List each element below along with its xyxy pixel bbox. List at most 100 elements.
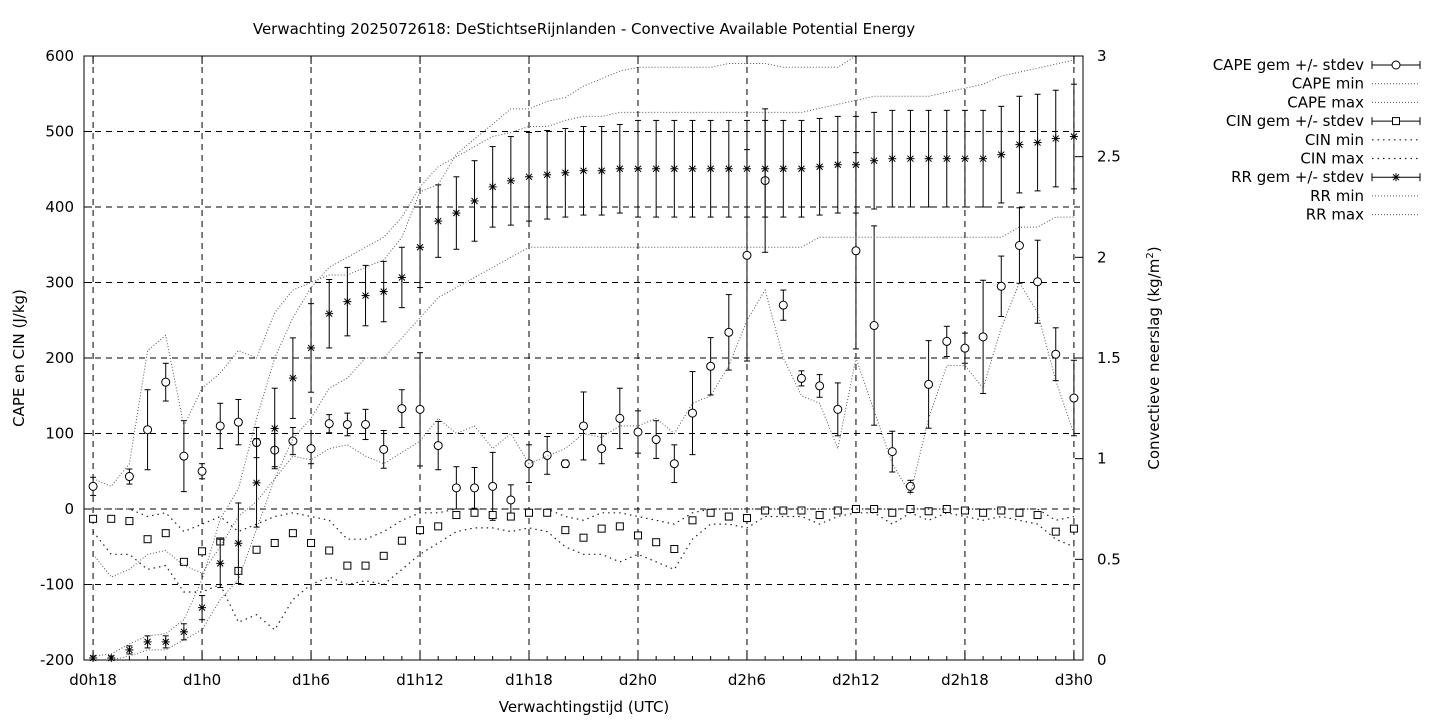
data-point-stroke (198, 604, 206, 612)
data-point (761, 164, 770, 173)
x-tick-label: d1h0 (183, 671, 221, 689)
data-point (815, 381, 825, 391)
plot-area: -200 -100 0 100 200 300 400 500 600 0 0.5 1 1.5 2 2.5 3… (40, 47, 1121, 689)
data-point (1033, 138, 1042, 147)
data-point-stroke (253, 479, 260, 487)
data-point (306, 444, 316, 454)
data-point (706, 508, 715, 517)
data-point (1015, 508, 1024, 517)
legend-marker (1391, 60, 1401, 70)
data-point (361, 419, 371, 429)
data-point (543, 170, 552, 179)
data-point-stroke (543, 171, 551, 179)
data-point (270, 424, 279, 433)
data-point (888, 508, 897, 517)
data-point (633, 164, 642, 173)
data-point-stroke (126, 646, 133, 654)
data-point-stroke (798, 165, 805, 173)
data-point (452, 209, 461, 218)
data-point-stroke (761, 165, 769, 173)
data-point (89, 514, 98, 523)
data-point (670, 164, 679, 173)
data-point (561, 526, 570, 535)
data-point (379, 444, 389, 454)
data-point (506, 512, 515, 521)
data-point-stroke (943, 155, 951, 163)
data-point (397, 404, 407, 414)
data-point (288, 374, 297, 383)
data-point (1015, 140, 1024, 149)
data-point (706, 361, 716, 371)
data-point (742, 514, 751, 523)
data-point-stroke (1016, 141, 1023, 148)
data-point-stroke (907, 155, 914, 163)
data-point (433, 441, 443, 451)
data-point (107, 514, 116, 523)
data-point (252, 545, 261, 554)
data-point (288, 436, 298, 446)
data-point-stroke (271, 425, 279, 432)
x-tick-label: d3h0 (1055, 671, 1093, 689)
data-point (451, 483, 461, 493)
data-point-stroke (707, 165, 714, 173)
data-point-stroke (235, 539, 242, 547)
data-point (905, 481, 915, 491)
data-point-stroke (689, 165, 696, 173)
data-point-stroke (580, 167, 587, 175)
data-point-stroke (743, 165, 751, 173)
data-point (652, 164, 661, 173)
data-point (724, 327, 734, 337)
data-point-stroke (834, 161, 842, 169)
data-point (179, 557, 188, 566)
x-tick-label: d0h18 (69, 671, 117, 689)
legend-label: RR min (1310, 187, 1364, 205)
y-tick-label: 300 (45, 274, 74, 292)
data-point-stroke (362, 292, 369, 299)
data-point-stroke (325, 310, 333, 318)
data-point (307, 343, 316, 352)
data-point (179, 451, 189, 461)
y-tick-label: 500 (45, 123, 74, 141)
data-point-stroke (1052, 135, 1060, 142)
y2-axis-label-end: ) (1145, 246, 1163, 252)
legend-label: CAPE min (1292, 75, 1364, 93)
data-point (107, 653, 116, 662)
y2-tick-label: 1.5 (1097, 349, 1121, 367)
data-point (1033, 277, 1043, 287)
data-point-stroke (652, 165, 660, 173)
data-point (797, 164, 806, 173)
data-point (488, 511, 497, 520)
data-point-stroke (180, 628, 188, 636)
x-axis-label: Verwachtingstijd (UTC) (499, 698, 670, 716)
data-point (742, 250, 752, 260)
data-point (1014, 241, 1024, 251)
data-point-stroke (561, 169, 569, 177)
data-point (325, 309, 334, 318)
data-point (324, 419, 334, 429)
series-line-cin-min (92, 512, 1075, 631)
data-point (942, 505, 951, 513)
data-point (161, 377, 171, 387)
data-point (234, 539, 243, 548)
data-point (688, 516, 697, 525)
y-tick-label: 600 (45, 47, 74, 65)
data-point (560, 459, 570, 469)
data-point (88, 481, 98, 491)
data-point (143, 425, 153, 435)
data-point (996, 281, 1006, 291)
data-point (706, 164, 715, 173)
data-point (615, 522, 624, 531)
x-tick-label: d1h6 (292, 671, 330, 689)
data-point (797, 506, 806, 515)
data-point-stroke (961, 155, 969, 163)
data-point (215, 421, 225, 431)
legend-marker (1392, 173, 1400, 182)
data-point (179, 627, 188, 636)
data-point (942, 154, 951, 163)
data-point (1051, 134, 1060, 143)
data-point (997, 506, 1006, 515)
data-point (597, 166, 606, 175)
data-point (960, 154, 969, 163)
data-point-stroke (670, 165, 678, 173)
data-point (143, 535, 152, 544)
